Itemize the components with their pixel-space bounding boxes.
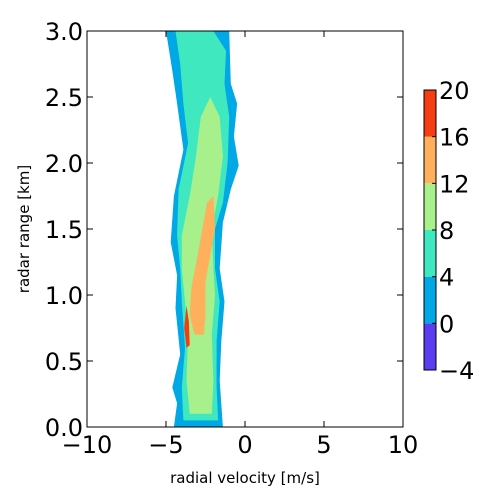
x-tick-label: 0	[237, 431, 252, 459]
colorbar-segment	[424, 183, 436, 230]
colorbar-segment	[424, 230, 436, 277]
contour-band-3	[189, 196, 215, 335]
x-axis: −10 −5 0 5 10	[62, 31, 419, 459]
colorbar-tick-label: 0	[439, 310, 454, 338]
colorbar-segment	[424, 276, 436, 324]
colorbar-tick-label: 20	[439, 77, 470, 105]
colorbar: −4 0 4 8 12 16 20	[423, 77, 474, 385]
y-tick-label: 0.5	[45, 348, 83, 376]
y-tick-label: 2.5	[45, 84, 83, 112]
y-axis-label: radar range [km]	[15, 165, 33, 293]
colorbar-tick-label: 4	[439, 264, 454, 292]
colorbar-segment	[424, 323, 436, 370]
y-tick-label: 1.5	[45, 216, 83, 244]
x-axis-label: radial velocity [m/s]	[170, 469, 320, 487]
colorbar-tick-label: 8	[439, 217, 454, 245]
x-tick-label: 10	[388, 431, 419, 459]
colorbar-segment	[424, 136, 436, 184]
y-axis: 0.0 0.5 1.0 1.5 2.0 2.5 3.0	[45, 18, 403, 442]
colorbar-tick-label: −4	[439, 357, 474, 385]
y-tick-label: 0.0	[45, 414, 83, 442]
colorbar-tick-label: 16	[439, 124, 470, 152]
colorbar-segment	[424, 90, 436, 137]
x-tick-label: −5	[148, 431, 183, 459]
y-tick-label: 2.0	[45, 150, 83, 178]
contour-bands	[166, 31, 239, 427]
colorbar-tick-label: 12	[439, 170, 470, 198]
x-tick-label: −10	[62, 431, 113, 459]
plot-area	[87, 31, 403, 427]
contour-band-4	[184, 305, 190, 348]
y-tick-label: 3.0	[45, 18, 83, 46]
x-tick-label: 5	[316, 431, 331, 459]
y-tick-label: 1.0	[45, 282, 83, 310]
